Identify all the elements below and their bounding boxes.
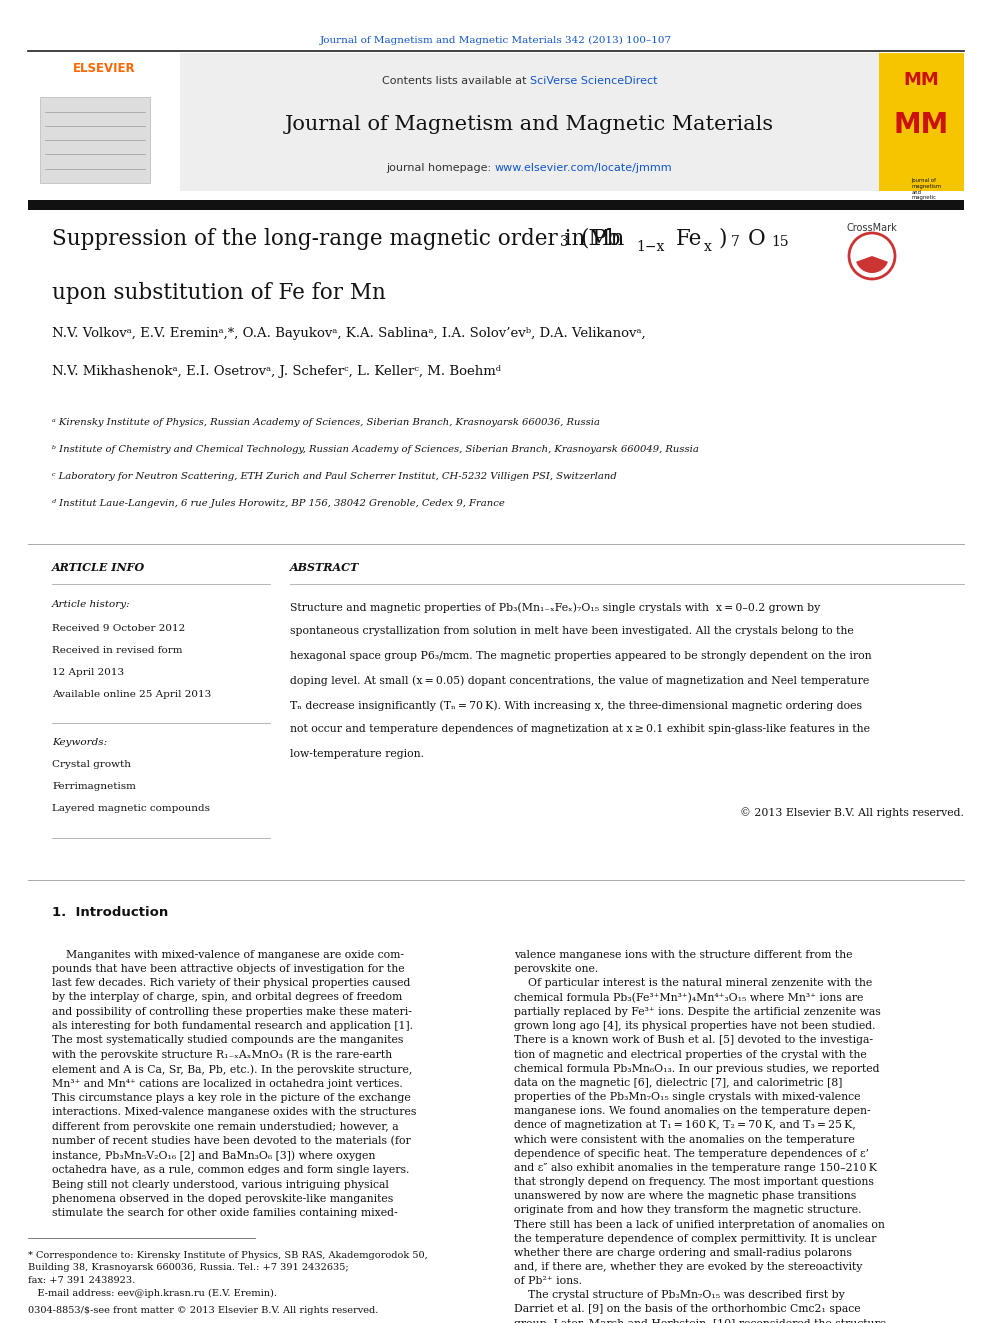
Text: (Mn: (Mn xyxy=(580,228,624,250)
Text: ELSEVIER: ELSEVIER xyxy=(72,62,135,75)
Text: Journal of
magnetism
and
magnetic
materials: Journal of magnetism and magnetic materi… xyxy=(912,179,941,206)
Text: N.V. Volkovᵃ, E.V. Ereminᵃ,*, O.A. Bayukovᵃ, K.A. Sablinaᵃ, I.A. Solov’evᵇ, D.A.: N.V. Volkovᵃ, E.V. Ereminᵃ,*, O.A. Bayuk… xyxy=(52,327,646,340)
Text: MM: MM xyxy=(904,71,939,89)
Text: Keywords:: Keywords: xyxy=(52,738,107,747)
Text: ABSTRACT: ABSTRACT xyxy=(290,562,359,573)
Text: Ferrimagnetism: Ferrimagnetism xyxy=(52,782,136,791)
Text: ᵃ Kirensky Institute of Physics, Russian Academy of Sciences, Siberian Branch, K: ᵃ Kirensky Institute of Physics, Russian… xyxy=(52,418,600,427)
Text: Journal of Magnetism and Magnetic Materials: Journal of Magnetism and Magnetic Materi… xyxy=(285,115,774,135)
Text: hexagonal space group P6₃/mcm. The magnetic properties appeared to be strongly d: hexagonal space group P6₃/mcm. The magne… xyxy=(290,651,872,662)
Text: ᶜ Laboratory for Neutron Scattering, ETH Zurich and Paul Scherrer Institut, CH-5: ᶜ Laboratory for Neutron Scattering, ETH… xyxy=(52,472,617,482)
Text: 12 April 2013: 12 April 2013 xyxy=(52,668,124,677)
Text: Contents lists available at: Contents lists available at xyxy=(382,75,530,86)
Text: Received in revised form: Received in revised form xyxy=(52,646,183,655)
Text: doping level. At small (x = 0.05) dopant concentrations, the value of magnetizat: doping level. At small (x = 0.05) dopant… xyxy=(290,676,869,687)
Text: www.elsevier.com/locate/jmmm: www.elsevier.com/locate/jmmm xyxy=(494,163,673,173)
Text: O: O xyxy=(748,228,766,250)
Text: Journal of Magnetism and Magnetic Materials 342 (2013) 100–107: Journal of Magnetism and Magnetic Materi… xyxy=(320,36,672,45)
Text: Fe: Fe xyxy=(676,228,702,250)
Text: Article history:: Article history: xyxy=(52,601,131,609)
Bar xyxy=(879,53,964,191)
Text: low-temperature region.: low-temperature region. xyxy=(290,749,424,759)
Text: ᵇ Institute of Chemistry and Chemical Technology, Russian Academy of Sciences, S: ᵇ Institute of Chemistry and Chemical Te… xyxy=(52,445,699,454)
Text: x: x xyxy=(704,239,712,254)
Text: 0304-8853/$-see front matter © 2013 Elsevier B.V. All rights reserved.: 0304-8853/$-see front matter © 2013 Else… xyxy=(28,1306,378,1315)
Text: valence manganese ions with the structure different from the
perovskite one.
   : valence manganese ions with the structur… xyxy=(514,950,886,1323)
Text: Suppression of the long-range magnetic order in Pb: Suppression of the long-range magnetic o… xyxy=(52,228,621,250)
Bar xyxy=(40,98,150,183)
Text: ): ) xyxy=(718,228,726,250)
Text: not occur and temperature dependences of magnetization at x ≥ 0.1 exhibit spin-g: not occur and temperature dependences of… xyxy=(290,725,870,734)
Text: spontaneous crystallization from solution in melt have been investigated. All th: spontaneous crystallization from solutio… xyxy=(290,627,854,636)
Text: Crystal growth: Crystal growth xyxy=(52,759,131,769)
Text: ARTICLE INFO: ARTICLE INFO xyxy=(52,562,145,573)
Text: Available online 25 April 2013: Available online 25 April 2013 xyxy=(52,691,211,699)
Text: Received 9 October 2012: Received 9 October 2012 xyxy=(52,624,186,632)
Text: SciVerse ScienceDirect: SciVerse ScienceDirect xyxy=(530,75,657,86)
Text: 7: 7 xyxy=(731,235,740,249)
Text: N.V. Mikhashenokᵃ, E.I. Osetrovᵃ, J. Scheferᶜ, L. Kellerᶜ, M. Boehmᵈ: N.V. Mikhashenokᵃ, E.I. Osetrovᵃ, J. Sch… xyxy=(52,365,501,378)
Text: CrossMark: CrossMark xyxy=(846,224,898,233)
Bar xyxy=(28,200,964,210)
Text: 1.  Introduction: 1. Introduction xyxy=(52,906,169,919)
Text: Tₙ decrease insignificantly (Tₙ = 70 K). With increasing x, the three-dimensiona: Tₙ decrease insignificantly (Tₙ = 70 K).… xyxy=(290,700,862,710)
Wedge shape xyxy=(856,255,888,273)
Text: upon substitution of Fe for Mn: upon substitution of Fe for Mn xyxy=(52,282,386,304)
Text: MM: MM xyxy=(894,111,949,139)
Text: ᵈ Institut Laue-Langevin, 6 rue Jules Horowitz, BP 156, 38042 Grenoble, Cedex 9,: ᵈ Institut Laue-Langevin, 6 rue Jules Ho… xyxy=(52,499,505,508)
Text: * Correspondence to: Kirensky Institute of Physics, SB RAS, Akademgorodok 50,
Bu: * Correspondence to: Kirensky Institute … xyxy=(28,1252,428,1298)
Text: Structure and magnetic properties of Pb₃(Mn₁₋ₓFeₓ)₇O₁₅ single crystals with  x =: Structure and magnetic properties of Pb₃… xyxy=(290,602,820,613)
Text: 1−x: 1−x xyxy=(636,239,665,254)
Text: journal homepage:: journal homepage: xyxy=(386,163,494,173)
Text: Manganites with mixed-valence of manganese are oxide com-
pounds that have been : Manganites with mixed-valence of mangane… xyxy=(52,950,417,1218)
Text: © 2013 Elsevier B.V. All rights reserved.: © 2013 Elsevier B.V. All rights reserved… xyxy=(740,807,964,818)
Text: 3: 3 xyxy=(560,235,568,249)
Text: 15: 15 xyxy=(771,235,789,249)
Bar xyxy=(28,53,180,191)
Text: Layered magnetic compounds: Layered magnetic compounds xyxy=(52,804,210,814)
Bar xyxy=(28,53,964,191)
